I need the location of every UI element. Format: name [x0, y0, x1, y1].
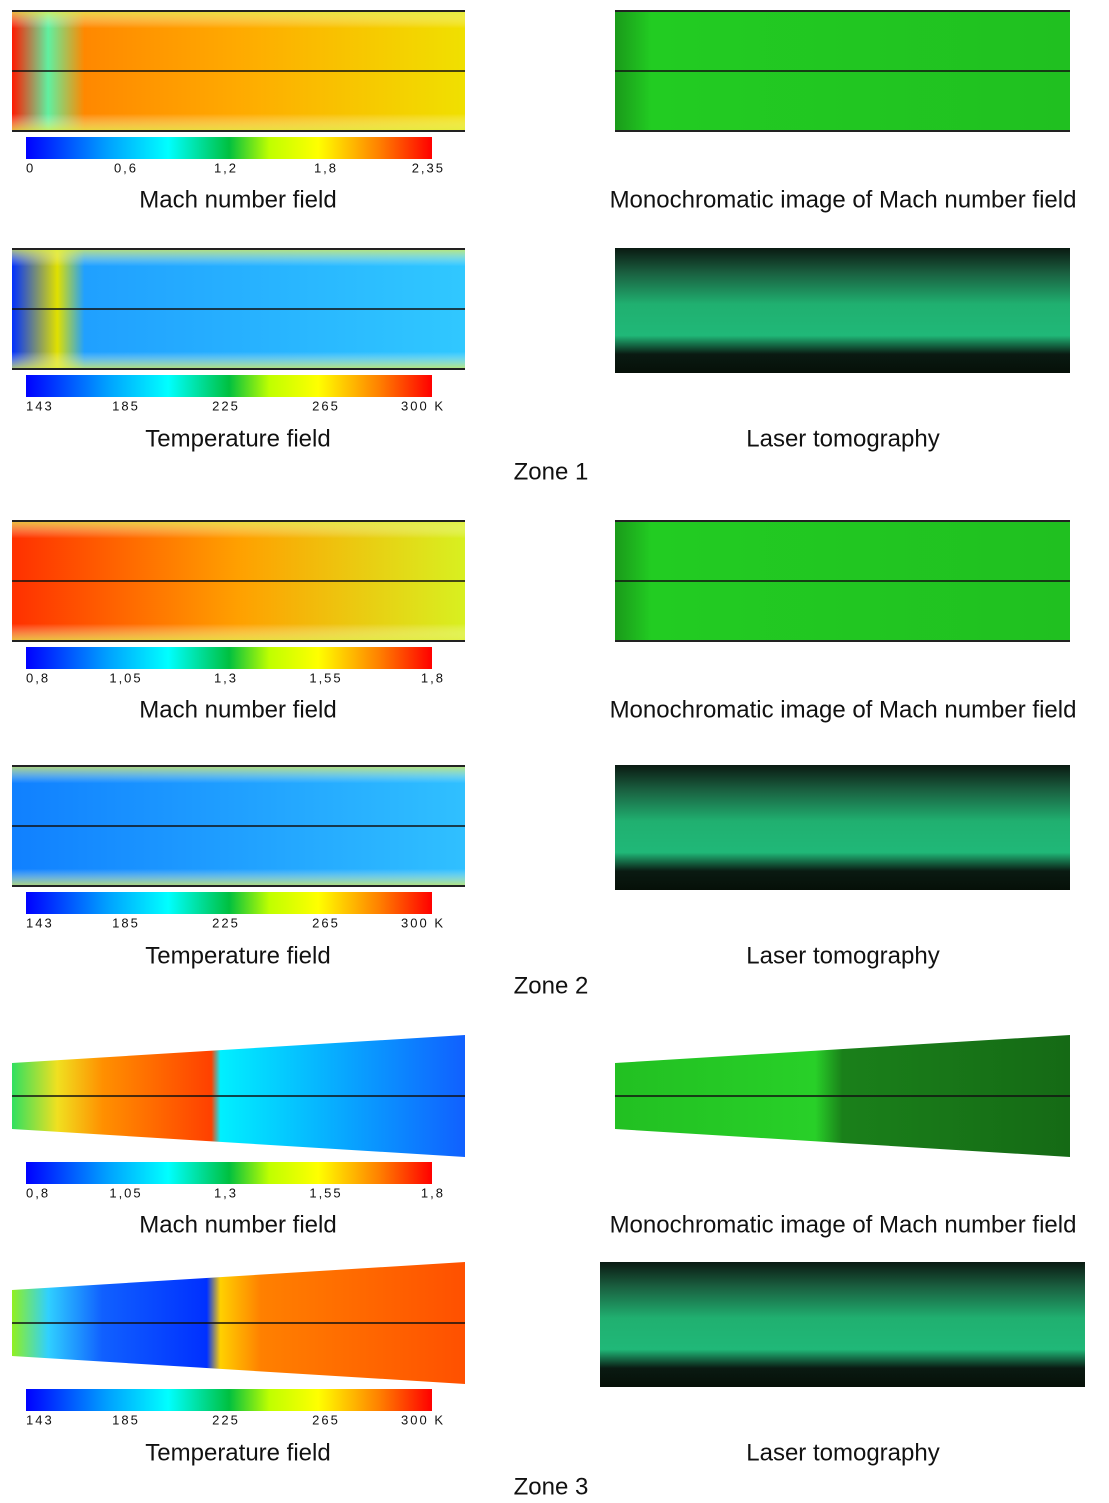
colorbar: [26, 375, 432, 397]
caption: Laser tomography: [746, 425, 939, 452]
caption: Monochromatic image of Mach number field: [610, 696, 1077, 723]
colorbar-label: 300 K: [401, 1412, 445, 1427]
colorbar-label: 1,8: [421, 670, 445, 685]
colorbar: [26, 647, 432, 669]
colorbar: [26, 892, 432, 914]
zone-label: Zone 2: [514, 972, 589, 999]
caption: Temperature field: [145, 1439, 330, 1466]
colorbar-label: 300 K: [401, 398, 445, 413]
colorbar-label: 185: [112, 398, 140, 413]
colorbar-label: 265: [312, 1412, 340, 1427]
colorbar-label: 1,2: [214, 160, 238, 175]
colorbar-label: 143: [26, 915, 54, 930]
caption: Mach number field: [139, 696, 336, 723]
colorbar-label: 1,3: [214, 1185, 238, 1200]
caption: Monochromatic image of Mach number field: [610, 186, 1077, 213]
colorbar-label: 1,8: [421, 1185, 445, 1200]
colorbar-label: 0: [26, 160, 35, 175]
colorbar-label: 2,35: [412, 160, 445, 175]
colorbar-label: 0,6: [114, 160, 138, 175]
colorbar-label: 225: [212, 915, 240, 930]
colorbar-label: 1,55: [309, 670, 342, 685]
zone-label: Zone 1: [514, 458, 589, 485]
colorbar: [26, 1389, 432, 1411]
caption: Mach number field: [139, 186, 336, 213]
laser-image: [615, 765, 1070, 890]
caption: Laser tomography: [746, 1439, 939, 1466]
colorbar-label: 1,3: [214, 670, 238, 685]
colorbar: [26, 137, 432, 159]
colorbar-label: 1,05: [109, 670, 142, 685]
colorbar-label: 1,8: [314, 160, 338, 175]
zone-label: Zone 3: [514, 1473, 589, 1500]
colorbar-label: 143: [26, 398, 54, 413]
laser-image: [600, 1262, 1085, 1387]
colorbar-label: 300 K: [401, 915, 445, 930]
colorbar-label: 225: [212, 1412, 240, 1427]
colorbar-label: 185: [112, 915, 140, 930]
colorbar-label: 265: [312, 915, 340, 930]
figure: 0 0,6 1,2 1,8 2,35 Mach number field Monochrom…: [0, 0, 1109, 1503]
colorbar-label: 1,05: [109, 1185, 142, 1200]
colorbar-label: 265: [312, 398, 340, 413]
colorbar-label: 1,55: [309, 1185, 342, 1200]
caption: Monochromatic image of Mach number field: [610, 1211, 1077, 1238]
colorbar-label: 0,8: [26, 1185, 50, 1200]
colorbar-label: 143: [26, 1412, 54, 1427]
colorbar-label: 185: [112, 1412, 140, 1427]
colorbar-label: 225: [212, 398, 240, 413]
caption: Mach number field: [139, 1211, 336, 1238]
caption: Temperature field: [145, 425, 330, 452]
colorbar: [26, 1162, 432, 1184]
caption: Laser tomography: [746, 942, 939, 969]
laser-image: [615, 248, 1070, 373]
caption: Temperature field: [145, 942, 330, 969]
colorbar-label: 0,8: [26, 670, 50, 685]
